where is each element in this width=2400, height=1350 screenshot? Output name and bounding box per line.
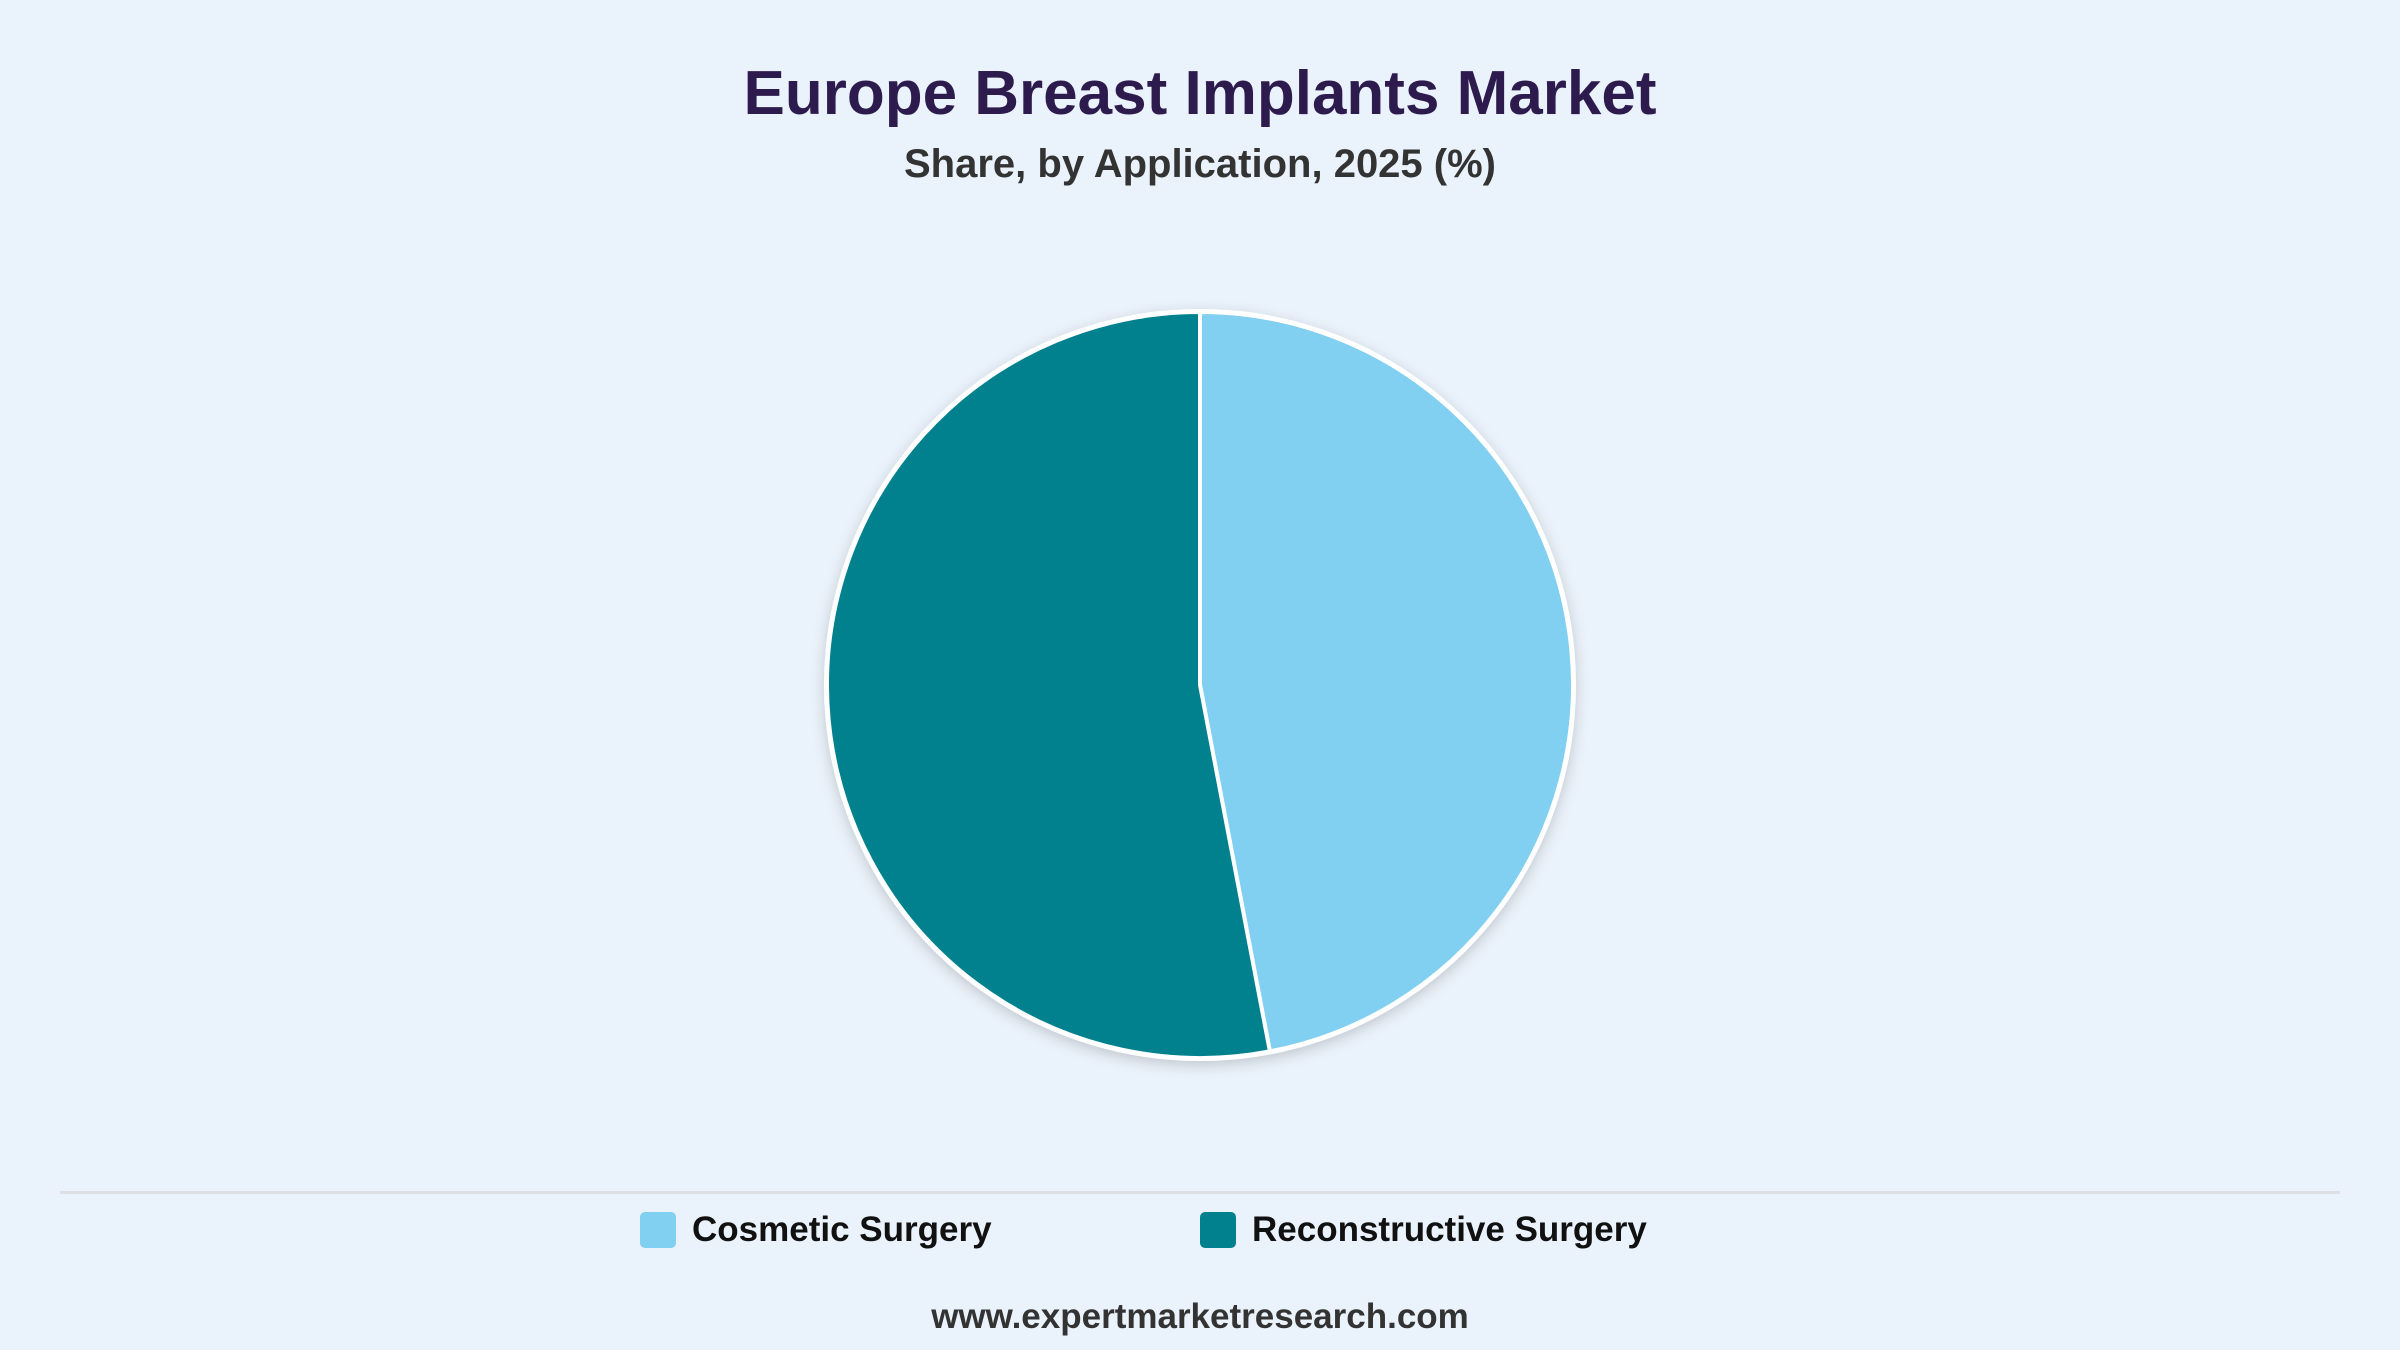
legend-label: Cosmetic Surgery bbox=[692, 1210, 992, 1249]
chart-title: Europe Breast Implants Market bbox=[743, 59, 1657, 128]
legend-item-reconstructive-surgery[interactable]: Reconstructive Surgery bbox=[1200, 1207, 1647, 1253]
legend-item-cosmetic-surgery[interactable]: Cosmetic Surgery bbox=[640, 1207, 992, 1253]
legend-swatch bbox=[1200, 1212, 1236, 1248]
legend-label: Reconstructive Surgery bbox=[1252, 1210, 1647, 1249]
legend-swatch bbox=[640, 1212, 676, 1248]
chart-subtitle: Share, by Application, 2025 (%) bbox=[903, 142, 1496, 186]
pie-slice-reconstructive-surgery[interactable] bbox=[824, 310, 1272, 1060]
source-url: www.expertmarketresearch.com bbox=[931, 1297, 1469, 1336]
pie-slice-cosmetic-surgery[interactable] bbox=[1198, 310, 1575, 1054]
legend-divider bbox=[60, 1191, 2340, 1194]
